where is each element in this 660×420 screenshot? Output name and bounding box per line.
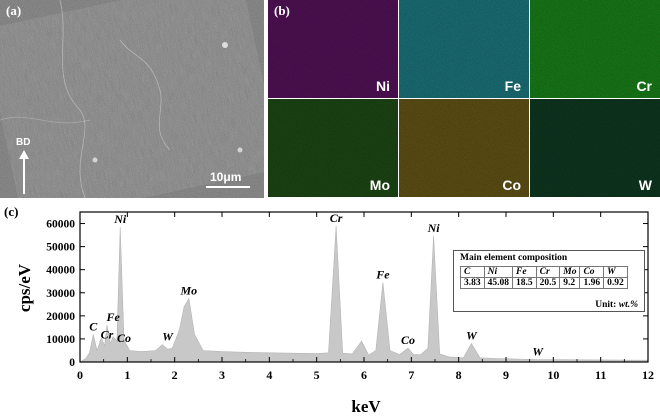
map-label-cr: Cr (636, 78, 652, 94)
peak-label: Fe (105, 310, 120, 324)
value-co: 1.96 (579, 277, 605, 289)
x-tick-label: 3 (219, 368, 225, 382)
x-tick-label: 8 (456, 368, 462, 382)
map-label-ni: Ni (376, 78, 390, 94)
value-w: 0.92 (603, 277, 628, 289)
eds-element-maps: Ni Fe Cr Mo Co W (b) (268, 0, 660, 198)
build-direction-label: BD (16, 137, 31, 148)
y-tick-label: 10000 (46, 334, 75, 346)
composition-header-row: C Ni Fe Cr Mo Co W (460, 266, 628, 278)
map-tile-mo: Mo (268, 99, 398, 197)
composition-unit: Unit: wt.% (595, 300, 638, 310)
col-header-co: Co (579, 266, 605, 278)
col-header-w: W (603, 266, 628, 278)
composition-table: Main element composition C Ni Fe Cr Mo C… (453, 250, 645, 312)
sem-micrograph: (a) BD 10μm (0, 0, 264, 198)
peak-label: Cr (330, 211, 343, 225)
map-label-w: W (638, 177, 652, 193)
map-label-mo: Mo (369, 177, 390, 193)
peak-label: W (162, 330, 174, 344)
scale-bar (206, 186, 250, 188)
x-tick-label: 1 (124, 368, 130, 382)
peak-label: Fe (375, 267, 390, 281)
eds-spectrum-panel: (c) 0 1 2 3 4 5 6 7 8 9 10 11 12 0 10000 20000 30000 4000… (0, 200, 660, 416)
x-tick-label: 11 (595, 368, 606, 382)
y-tick-label: 50000 (46, 242, 75, 254)
value-c: 3.83 (460, 277, 485, 289)
map-label-fe: Fe (504, 78, 521, 94)
x-tick-label: 9 (503, 368, 509, 382)
col-header-mo: Mo (559, 266, 581, 278)
peak-label: C (89, 319, 98, 333)
peak-label: Mo (180, 284, 198, 298)
peak-label: Cr (101, 327, 114, 341)
x-tick-label: 10 (547, 368, 559, 382)
x-axis-title: keV (351, 397, 381, 415)
y-tick-label: 30000 (46, 288, 75, 300)
value-cr: 20.5 (535, 277, 561, 289)
peak-label: Ni (113, 212, 127, 226)
x-tick-label: 12 (642, 368, 654, 382)
map-label-co: Co (502, 177, 521, 193)
panel-c-label: (c) (4, 204, 18, 219)
map-tile-fe: Fe (399, 0, 529, 98)
unit-prefix: Unit: (595, 300, 619, 310)
value-mo: 9.2 (559, 277, 581, 289)
peak-label: W (532, 344, 544, 358)
panel-b-label: (b) (274, 3, 290, 18)
col-header-c: C (460, 266, 485, 278)
x-tick-label: 2 (172, 368, 178, 382)
col-header-cr: Cr (535, 266, 561, 278)
composition-table-title: Main element composition (460, 253, 568, 263)
composition-grid: C Ni Fe Cr Mo Co W 3.83 45.08 18.5 20.5 … (460, 266, 628, 289)
build-direction-arrow (18, 150, 30, 194)
scale-bar-label: 10μm (210, 170, 242, 184)
eds-spectrum-chart: (c) 0 1 2 3 4 5 6 7 8 9 10 11 1201000020000300004000… (4, 204, 654, 416)
axes: 0 1 2 3 4 5 6 7 8 9 10 11 12010000200003000040000500… (46, 211, 654, 382)
map-tile-w: W (530, 99, 660, 197)
x-tick-label: 7 (408, 368, 414, 382)
peak-label: Ni (427, 221, 441, 235)
x-tick-label: 4 (266, 368, 272, 382)
sem-image (0, 0, 264, 198)
spectrum-area (78, 225, 649, 363)
peak-label: W (466, 329, 478, 343)
panel-a-label: (a) (6, 3, 22, 18)
peak-label: Co (401, 333, 415, 347)
unit-value: wt.% (618, 300, 638, 310)
col-header-fe: Fe (512, 266, 537, 278)
map-tile-cr: Cr (530, 0, 660, 98)
value-fe: 18.5 (512, 277, 537, 289)
y-axis-title: cps/eV (15, 263, 34, 312)
y-tick-label: 20000 (46, 311, 75, 323)
y-tick-label: 0 (69, 357, 75, 369)
composition-value-row: 3.83 45.08 18.5 20.5 9.2 1.96 0.92 (460, 277, 628, 289)
y-tick-label: 40000 (46, 265, 75, 277)
x-tick-label: 5 (314, 368, 320, 382)
y-tick-label: 60000 (46, 219, 75, 231)
value-ni: 45.08 (483, 277, 514, 289)
map-tile-co: Co (399, 99, 529, 197)
map-tile-ni: Ni (268, 0, 398, 98)
plot-area (78, 225, 649, 363)
col-header-ni: Ni (483, 266, 514, 278)
peak-label: Co (117, 331, 131, 345)
x-tick-label: 6 (361, 368, 367, 382)
x-tick-label: 0 (77, 368, 83, 382)
